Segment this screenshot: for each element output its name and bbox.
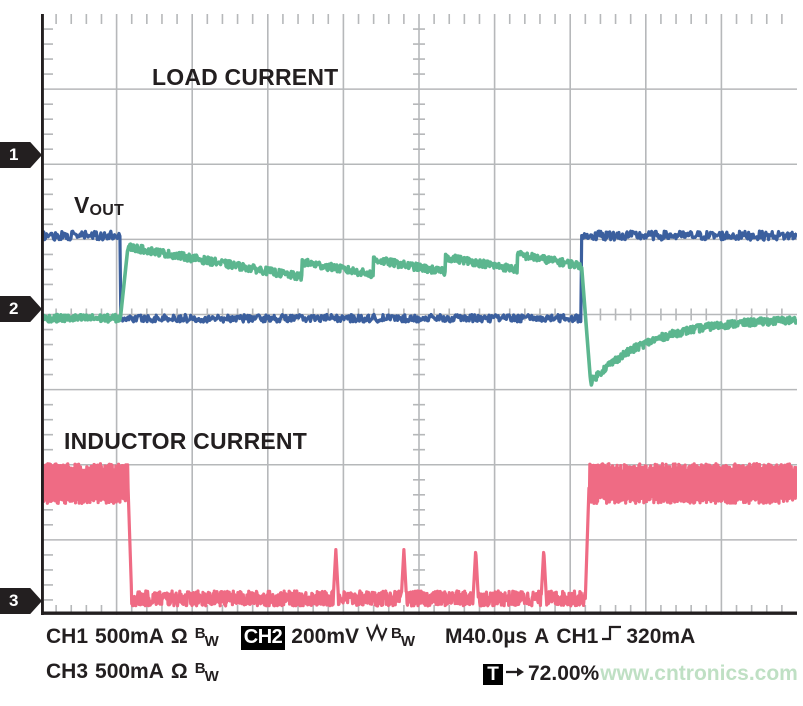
ch3-label[interactable]: CH3 <box>46 660 89 683</box>
trace-inductor-current <box>41 462 797 608</box>
readout-row-ch3: CH3 500mA Ω BW <box>46 660 227 685</box>
ch2-label-selected[interactable]: CH2 <box>240 626 286 650</box>
scope-readout-bar: CH1 500mA Ω BW CH2 200mV BW M40.0µs A CH… <box>0 618 803 706</box>
ch2-bandwidth-limit-icon[interactable]: BW <box>391 625 416 650</box>
trace-load-current <box>41 229 797 324</box>
waveform-plot <box>41 14 797 615</box>
ch3-coupling-ohm-icon[interactable]: Ω <box>170 660 188 683</box>
vout-letter: V <box>74 192 90 218</box>
ch1-scale[interactable]: 500mA <box>95 625 164 648</box>
watermark: www.cntronics.com <box>600 662 798 685</box>
trigger-badge-icon[interactable]: T <box>483 664 503 685</box>
trigger-source[interactable]: CH1 <box>556 625 599 648</box>
ch3-scale[interactable]: 500mA <box>95 660 164 683</box>
trigger-level[interactable]: 320mA <box>626 625 696 648</box>
ch3-bandwidth-limit-icon[interactable]: BW <box>194 660 219 685</box>
channel-marker-2[interactable]: 2 <box>0 296 42 322</box>
timebase-setting[interactable]: M40.0µs <box>445 625 528 648</box>
readout-row-trigger-position: T 72.00% www.cntronics.com <box>483 662 798 686</box>
channel-marker-1[interactable]: 1 <box>0 142 42 168</box>
trace-label-vout: VOUT <box>74 192 124 219</box>
trace-label-inductor-current: INDUCTOR CURRENT <box>64 428 307 454</box>
ac-sine-icon <box>366 623 388 649</box>
trace-label-load-current: LOAD CURRENT <box>152 64 339 90</box>
ch1-bandwidth-limit-icon[interactable]: BW <box>194 625 219 650</box>
trigger-ab-label[interactable]: A <box>534 625 550 648</box>
scope-graticule <box>41 14 797 615</box>
vout-subscript: OUT <box>89 202 124 219</box>
grid-edge-ticks <box>44 14 783 613</box>
readout-row-ch1-ch2-trigger: CH1 500mA Ω BW CH2 200mV BW M40.0µs A CH… <box>46 623 695 650</box>
trace-vout <box>41 242 797 387</box>
ch1-coupling-ohm-icon[interactable]: Ω <box>170 625 188 648</box>
rising-edge-icon <box>601 623 623 649</box>
ch2-scale[interactable]: 200mV <box>291 625 359 648</box>
ch1-label[interactable]: CH1 <box>46 625 89 648</box>
arrow-right-icon <box>505 662 525 686</box>
channel-marker-3[interactable]: 3 <box>0 588 42 614</box>
trigger-position-percent[interactable]: 72.00% <box>528 662 600 685</box>
